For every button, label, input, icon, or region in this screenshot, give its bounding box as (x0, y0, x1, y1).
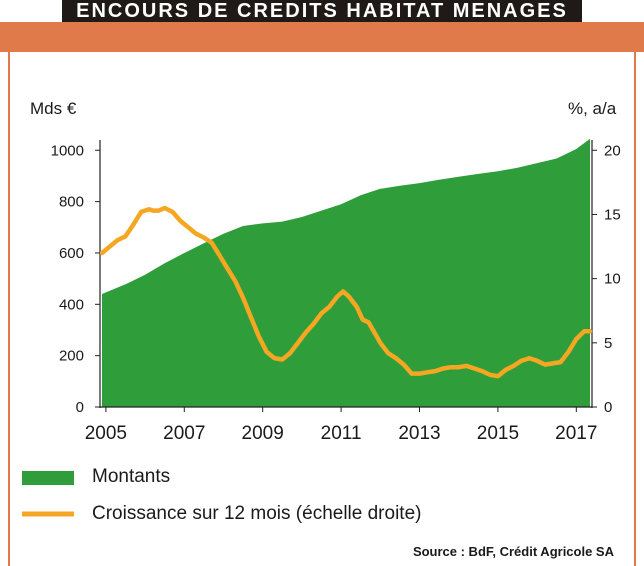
x-tick-label-2007: 2007 (163, 423, 205, 444)
y-right-axis-label: %, a/a (568, 99, 617, 118)
legend-item-montants: Montants (22, 462, 542, 492)
y-right-tick-label-5: 5 (604, 335, 612, 352)
y-left-tick-label-1000: 1000 (51, 142, 84, 159)
x-tick-label-2009: 2009 (242, 423, 284, 444)
x-tick-label-2015: 2015 (477, 423, 519, 444)
y-left-ticks: 0 200 400 600 800 1000 (51, 142, 100, 416)
y-left-axis-label: Mds € (30, 99, 77, 118)
y-right-tick-label-10: 10 (604, 271, 621, 288)
y-right-tick-label-0: 0 (604, 399, 612, 416)
series-montants-area (101, 138, 591, 407)
y-left-tick-label-800: 800 (59, 194, 84, 211)
y-right-tick-label-20: 20 (604, 142, 621, 159)
legend-label-croissance: Croissance sur 12 mois (échelle droite) (92, 503, 422, 524)
x-tick-label-2005: 2005 (85, 423, 127, 444)
x-tick-label-2017: 2017 (555, 423, 597, 444)
y-right-tick-label-15: 15 (604, 206, 621, 223)
y-left-tick-label-0: 0 (76, 399, 84, 416)
plot-area (99, 138, 593, 408)
y-left-tick-label-200: 200 (59, 348, 84, 365)
title-bar: ENCOURS DE CREDITS HABITAT MENAGES (0, 0, 644, 22)
legend-swatch-montants-rect (22, 471, 74, 485)
y-left-tick-label-400: 400 (59, 296, 84, 313)
x-ticks: 2005 2007 2009 2011 2013 2015 2017 (85, 407, 597, 444)
legend-swatch-montants (22, 471, 74, 485)
chart-title: ENCOURS DE CREDITS HABITAT MENAGES (62, 0, 582, 22)
y-right-ticks: 0 5 10 15 20 (592, 142, 621, 416)
legend-item-croissance: Croissance sur 12 mois (échelle droite) (22, 499, 542, 529)
x-tick-label-2013: 2013 (398, 423, 440, 444)
chart-frame (8, 52, 636, 566)
legend-swatch-croissance (22, 511, 74, 517)
legend-label-montants: Montants (92, 466, 171, 487)
series-croissance-line (99, 205, 593, 379)
y-left-tick-label-600: 600 (59, 245, 84, 262)
source-note: Source : BdF, Crédit Agricole SA (412, 544, 614, 559)
x-tick-label-2011: 2011 (321, 423, 362, 444)
